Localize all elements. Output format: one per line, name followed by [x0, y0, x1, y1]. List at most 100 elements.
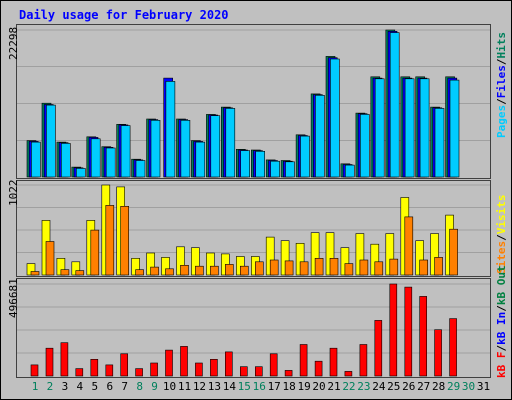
- bar-kbf: [284, 370, 293, 377]
- day-label: 13: [207, 380, 222, 393]
- bar-sites: [255, 261, 264, 276]
- bar-sites: [120, 206, 129, 276]
- bar-pages: [210, 115, 221, 178]
- bar-kbf: [135, 368, 143, 377]
- day-label: 29: [446, 380, 461, 393]
- bar-pages: [225, 108, 236, 178]
- day-label: 23: [357, 380, 371, 393]
- bar-pages: [344, 164, 355, 178]
- bar-kbf: [60, 342, 69, 377]
- day-label: 24: [372, 380, 386, 393]
- day-label: 25: [387, 380, 401, 393]
- bar-sites: [374, 261, 384, 276]
- bar-kbf: [120, 353, 128, 377]
- day-label: 21: [327, 380, 341, 393]
- day-label: 31: [476, 380, 491, 393]
- bar-pages: [90, 138, 101, 178]
- day-label: 20: [312, 380, 326, 393]
- bar-pages: [240, 150, 250, 178]
- day-label: 22: [342, 380, 356, 393]
- bar-kbf: [150, 362, 158, 377]
- bar-sites: [344, 263, 354, 276]
- bar-pages: [300, 135, 310, 178]
- bar-sites: [269, 259, 279, 276]
- day-label: 28: [432, 380, 446, 393]
- bar-kbf: [299, 344, 308, 377]
- day-label: 15: [237, 380, 251, 393]
- bar-sites: [299, 261, 309, 276]
- day-axis: 1 2 3 4 5 6 7 8 9 10 11 12 13 14 15 16 17 18 19 20 21 22 23 24 2…: [0, 380, 512, 396]
- bar-pages: [389, 32, 400, 178]
- bar-kbf: [180, 346, 188, 377]
- bar-pages: [135, 160, 146, 178]
- bar-sites: [195, 265, 204, 276]
- bar-pages: [449, 79, 460, 178]
- bar-sites: [240, 265, 249, 276]
- bar-kbf: [90, 358, 99, 377]
- day-label: 4: [76, 380, 84, 393]
- bar-pages: [255, 151, 265, 178]
- bar-pages: [180, 120, 191, 178]
- bar-sites: [90, 229, 100, 276]
- bar-sites: [225, 264, 234, 276]
- bar-sites: [165, 268, 174, 276]
- bar-pages: [105, 147, 116, 178]
- bar-sites: [105, 205, 115, 276]
- bar-kbf: [314, 360, 323, 377]
- day-label: 10: [162, 380, 177, 393]
- bar-sites: [30, 271, 40, 276]
- bar-kbf: [404, 286, 413, 377]
- bar-pages: [150, 120, 161, 178]
- day-label: 18: [282, 380, 296, 393]
- bar-kbf: [434, 329, 442, 377]
- bar-sites: [314, 257, 324, 276]
- day-label: 6: [106, 380, 114, 393]
- bar-pages: [46, 104, 56, 178]
- bar-pages: [404, 78, 415, 178]
- bar-kbf: [165, 349, 173, 377]
- bar-pages: [120, 125, 131, 178]
- day-label: 3: [61, 380, 69, 393]
- bar-pages: [359, 114, 370, 178]
- bar-kbf: [210, 358, 218, 377]
- day-label: 12: [192, 380, 207, 393]
- bar-sites: [180, 264, 189, 276]
- day-label: 16: [252, 380, 266, 393]
- bar-sites: [359, 259, 369, 276]
- bar-kbf: [329, 347, 338, 377]
- bar-pages: [419, 78, 430, 178]
- bar-sites: [329, 257, 339, 276]
- bar-kbf: [359, 344, 368, 377]
- day-label: 11: [177, 380, 192, 393]
- day-label: 2: [46, 380, 54, 393]
- bar-kbf: [30, 364, 39, 377]
- bar-pages: [330, 58, 340, 178]
- day-label: 7: [121, 380, 128, 393]
- bar-pages: [60, 143, 71, 178]
- bar-pages: [374, 78, 385, 178]
- chart-title: Daily usage for February 2020: [19, 8, 229, 22]
- bar-sites: [389, 258, 399, 276]
- bar-sites: [404, 216, 414, 276]
- day-label: 14: [222, 380, 236, 393]
- bar-kbf: [75, 368, 84, 377]
- bar-pages: [165, 81, 176, 178]
- bar-sites: [45, 241, 55, 276]
- bar-pages: [31, 141, 41, 178]
- day-label: 1: [31, 380, 39, 393]
- bar-pages: [315, 95, 325, 178]
- bar-kbf: [195, 362, 203, 377]
- bar-kbf: [269, 353, 278, 377]
- bar-sites: [210, 265, 219, 276]
- bar-sites: [75, 270, 85, 276]
- bar-pages: [195, 141, 206, 178]
- day-label: 17: [267, 380, 281, 393]
- bar-kbf: [449, 318, 457, 377]
- bar-sites: [284, 260, 294, 276]
- day-label: 5: [91, 380, 99, 393]
- bar-sites: [60, 269, 70, 276]
- bar-pages: [76, 168, 86, 178]
- bar-sites: [135, 269, 144, 276]
- day-label: 19: [297, 380, 311, 393]
